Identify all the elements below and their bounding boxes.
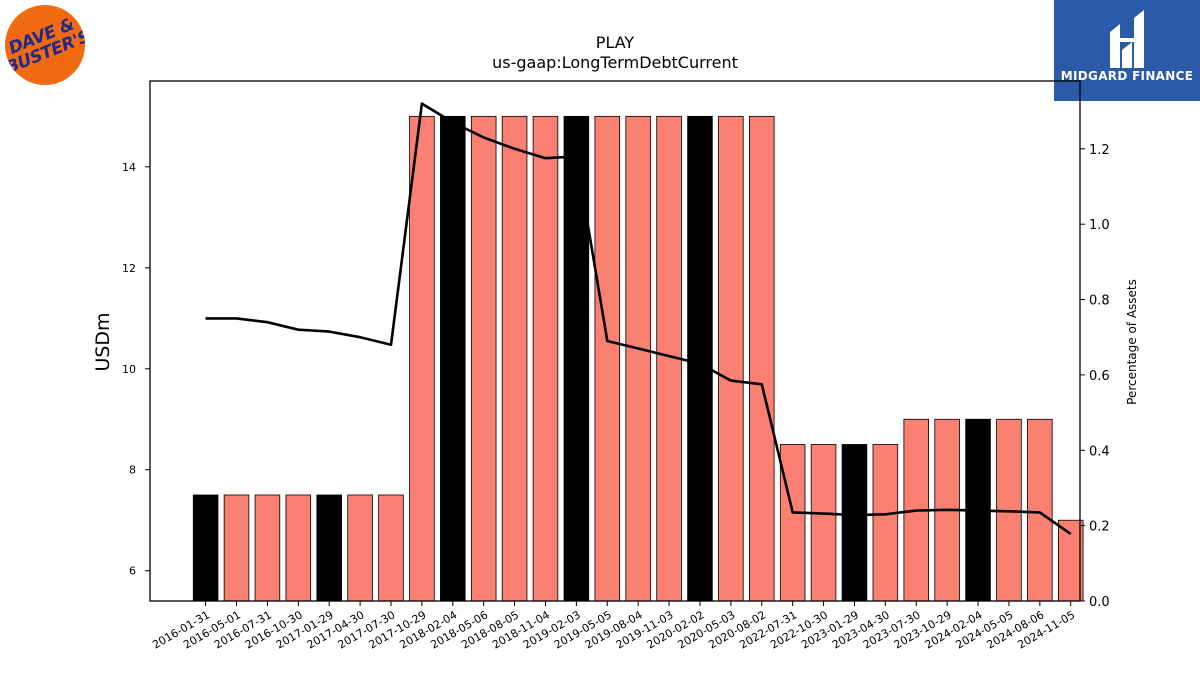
bar: [625, 115, 651, 602]
bar: [409, 115, 435, 602]
bar: [563, 115, 590, 602]
bar: [440, 115, 466, 602]
bar: [254, 494, 281, 602]
y-tick-label: 12: [122, 262, 136, 275]
bars-group: [192, 115, 1084, 602]
right-y-axis: 0.0 0.2 0.4 0.6 0.8 1.0 1.2: [1080, 143, 1110, 610]
y2-tick-label: 0.6: [1089, 369, 1110, 384]
bar: [378, 494, 404, 602]
bar: [532, 115, 559, 602]
percentage-line: [205, 102, 1072, 535]
y2-axis-label: Percentage of Assets: [1125, 279, 1139, 405]
bar: [718, 115, 744, 602]
bar: [594, 115, 621, 602]
y-tick-label: 6: [129, 565, 136, 578]
bar: [470, 115, 497, 602]
bar: [347, 494, 373, 602]
y2-tick-label: 1.0: [1089, 218, 1110, 233]
bar: [501, 115, 528, 602]
y-axis-label: USDm: [92, 312, 114, 371]
y2-tick-label: 0.0: [1089, 595, 1110, 610]
x-axis: 2016-01-312016-05-012016-07-312016-10-30…: [150, 601, 1077, 652]
y2-tick-label: 1.2: [1089, 143, 1110, 158]
bar: [872, 444, 899, 602]
y2-tick-label: 0.8: [1089, 294, 1110, 309]
line-series-group: [205, 102, 1072, 535]
y2-tick-label: 0.4: [1089, 444, 1110, 459]
bar: [749, 115, 775, 602]
left-y-axis: 6 8 10 12 14: [122, 161, 150, 578]
bar: [285, 494, 312, 602]
chart-subtitle: us-gaap:LongTermDebtCurrent: [492, 53, 738, 72]
y-tick-label: 14: [122, 161, 136, 174]
y-tick-label: 8: [129, 464, 136, 477]
midgard-finance-logo: MIDGARD FINANCE: [1054, 0, 1200, 101]
bar: [841, 444, 868, 602]
dave-busters-logo: DAVE & BUSTER'S: [5, 5, 85, 85]
bar: [779, 444, 806, 602]
y-tick-label: 10: [122, 363, 136, 376]
bar: [316, 494, 342, 602]
chart-title: PLAY: [596, 33, 635, 52]
bar: [223, 494, 250, 602]
bar: [687, 115, 713, 602]
bar: [1027, 418, 1053, 602]
midgard-mark-icon: [1110, 10, 1144, 68]
logo-brand-text: MIDGARD FINANCE: [1060, 69, 1194, 83]
plot-frame: [149, 80, 1081, 602]
y2-tick-label: 0.2: [1089, 520, 1110, 535]
bar: [810, 444, 837, 602]
bar: [192, 494, 219, 602]
